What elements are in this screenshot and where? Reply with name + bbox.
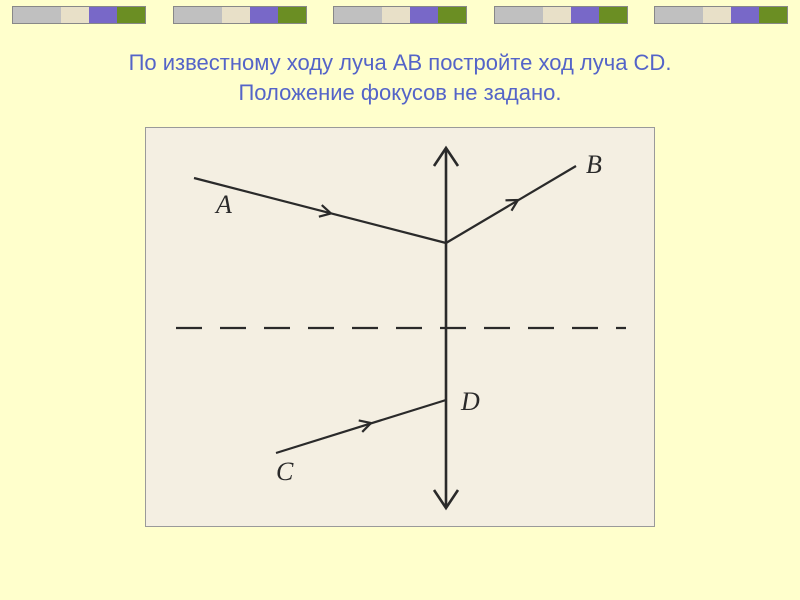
optics-diagram: A B C D (145, 127, 655, 527)
diagram-svg: A B C D (146, 128, 656, 528)
label-C: C (276, 457, 294, 486)
label-A: A (214, 190, 232, 219)
decor-segment (12, 6, 146, 24)
label-D: D (460, 387, 480, 416)
ray-B (446, 166, 576, 243)
decorative-top-bar (0, 0, 800, 30)
decor-segment (654, 6, 788, 24)
title-block: По известному ходу луча АВ постройте ход… (0, 30, 800, 119)
decor-segment (173, 6, 307, 24)
title-line-1: По известному ходу луча АВ постройте ход… (40, 48, 760, 78)
ray-C (276, 400, 446, 453)
decor-segment (494, 6, 628, 24)
title-line-2: Положение фокусов не задано. (40, 78, 760, 108)
decor-segment (333, 6, 467, 24)
label-B: B (586, 150, 602, 179)
